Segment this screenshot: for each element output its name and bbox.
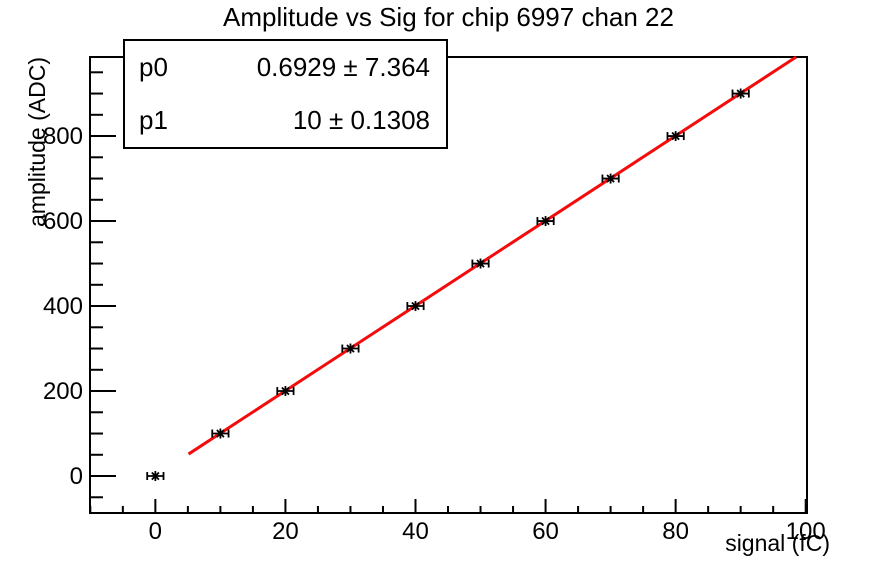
data-point-marker (736, 89, 745, 98)
data-point-marker (671, 131, 680, 141)
x-tick-label: 80 (662, 518, 689, 545)
y-tick-label: 400 (43, 293, 83, 320)
x-tick-label: 40 (402, 518, 429, 545)
fit-param-row-p0: p0 0.6929 ± 7.364 (125, 52, 446, 83)
param-value-p1: 10 ± 0.1308 (292, 105, 430, 135)
data-point-marker (346, 344, 355, 353)
y-tick-label: 800 (43, 123, 83, 150)
data-point-marker (476, 259, 485, 268)
param-name-p0: p0 (139, 52, 168, 82)
fit-stats-box: p0 0.6929 ± 7.364 p1 10 ± 0.1308 (123, 39, 448, 149)
param-value-p0: 0.6929 ± 7.364 (256, 52, 430, 82)
data-point-marker (541, 216, 550, 226)
data-point-marker (606, 174, 615, 183)
x-tick-label: 20 (272, 518, 299, 545)
fit-param-row-p1: p1 10 ± 0.1308 (125, 105, 446, 136)
data-point-marker (216, 429, 225, 438)
x-tick-label: 0 (149, 518, 162, 545)
data-point-marker (281, 386, 290, 396)
data-point-marker (151, 471, 160, 481)
x-axis-title: signal (fC) (725, 530, 830, 556)
y-tick-label: 0 (70, 463, 83, 490)
param-name-p1: p1 (139, 105, 168, 135)
data-point-marker (411, 301, 420, 311)
y-tick-label: 600 (43, 208, 83, 235)
fit-line (187, 55, 797, 456)
x-tick-label: 100 (786, 518, 826, 545)
chart-title: Amplitude vs Sig for chip 6997 chan 22 (223, 2, 674, 32)
y-tick-label: 200 (43, 378, 83, 405)
x-tick-label: 60 (532, 518, 559, 545)
y-axis-title: amplitude (ADC) (24, 57, 50, 227)
